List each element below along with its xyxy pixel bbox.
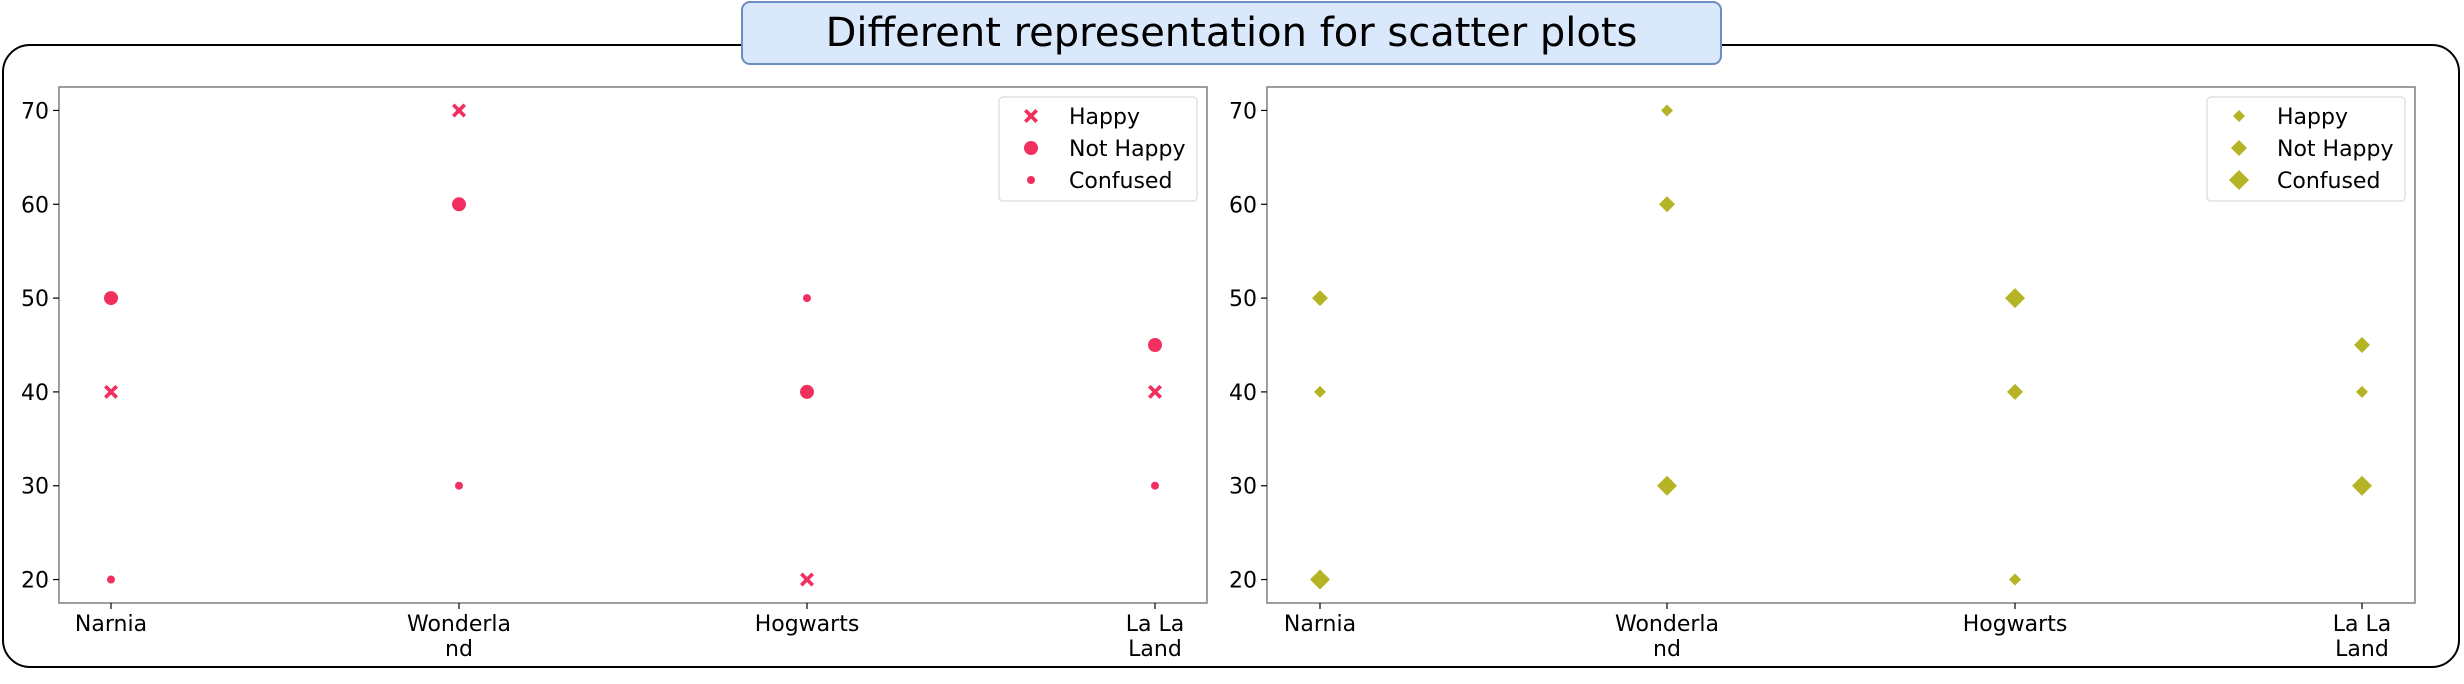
y-tick-label: 40	[21, 381, 49, 406]
point-not-happy	[2007, 383, 2023, 400]
legend-marker	[2229, 170, 2249, 190]
y-tick-label: 50	[1229, 287, 1257, 312]
legend-label: Happy	[1069, 105, 1140, 130]
legend-box	[2206, 96, 2406, 202]
legend-label: Not Happy	[1069, 137, 1186, 162]
y-tick-label: 50	[21, 287, 49, 312]
point-happy	[1661, 104, 1673, 117]
point-not-happy	[1148, 338, 1162, 352]
legend-marker	[1024, 141, 1038, 155]
point-not-happy	[452, 197, 466, 212]
point-confused	[2005, 288, 2025, 309]
plot-area-frame	[58, 86, 1208, 604]
y-tick-label: 20	[1229, 569, 1257, 594]
point-not-happy	[800, 384, 814, 399]
point-happy	[800, 572, 814, 587]
scatter-panel-2: 20 30 40 50 60 70 Narnia Wonderla nd Hogwarts La L…	[1229, 86, 2416, 662]
point-not-happy	[104, 291, 118, 306]
point-not-happy	[1659, 196, 1675, 213]
point-happy	[2009, 573, 2021, 586]
point-happy	[104, 384, 118, 399]
y-tick-label: 30	[1229, 475, 1257, 500]
scatter-panel-1: 20 30 40 50 60 70 Narnia Wonderla nd Hogwarts La L…	[21, 86, 1208, 662]
legend-label: Confused	[1069, 169, 1172, 194]
legend-marker	[2233, 110, 2245, 122]
point-not-happy	[2354, 337, 2370, 353]
legend-marker	[1024, 109, 1038, 123]
point-confused	[455, 481, 463, 490]
point-happy	[2356, 385, 2368, 398]
x-tick-label: Hogwarts	[755, 612, 860, 637]
x-tick-label: Wonderla nd	[1615, 612, 1719, 662]
y-tick-label: 60	[1229, 193, 1257, 218]
plot-area-frame	[1266, 86, 2416, 604]
point-confused	[107, 575, 115, 584]
legend-label: Confused	[2277, 169, 2380, 194]
point-confused	[1657, 475, 1677, 496]
point-not-happy	[1312, 290, 1328, 307]
legend-label: Not Happy	[2277, 137, 2394, 162]
point-confused	[803, 294, 811, 303]
point-happy	[1148, 384, 1162, 399]
point-confused	[1151, 481, 1159, 490]
x-tick-label: Narnia	[1284, 612, 1356, 637]
point-happy	[452, 103, 466, 118]
x-tick-label: La La Land	[1126, 612, 1184, 662]
figure-title: Different representation for scatter plo…	[741, 1, 1722, 65]
y-tick-label: 40	[1229, 381, 1257, 406]
x-tick-label: Wonderla nd	[407, 612, 511, 662]
point-confused	[2352, 475, 2372, 496]
legend: Happy Not Happy Confused	[2206, 96, 2406, 202]
legend-marker	[2231, 140, 2247, 156]
y-tick-label: 60	[21, 193, 49, 218]
point-happy	[1314, 385, 1326, 398]
legend-label: Happy	[2277, 105, 2348, 130]
y-tick-label: 20	[21, 569, 49, 594]
y-tick-label: 70	[21, 99, 49, 124]
legend-box	[998, 96, 1198, 202]
x-tick-label: Hogwarts	[1963, 612, 2068, 637]
figure-frame	[2, 44, 2460, 668]
point-confused	[1310, 569, 1330, 590]
x-tick-label: Narnia	[75, 612, 147, 637]
y-tick-label: 30	[21, 475, 49, 500]
y-tick-label: 70	[1229, 99, 1257, 124]
legend-marker	[1027, 176, 1035, 184]
x-tick-label: La La Land	[2333, 612, 2391, 662]
legend: Happy Not Happy Confused	[998, 96, 1198, 202]
